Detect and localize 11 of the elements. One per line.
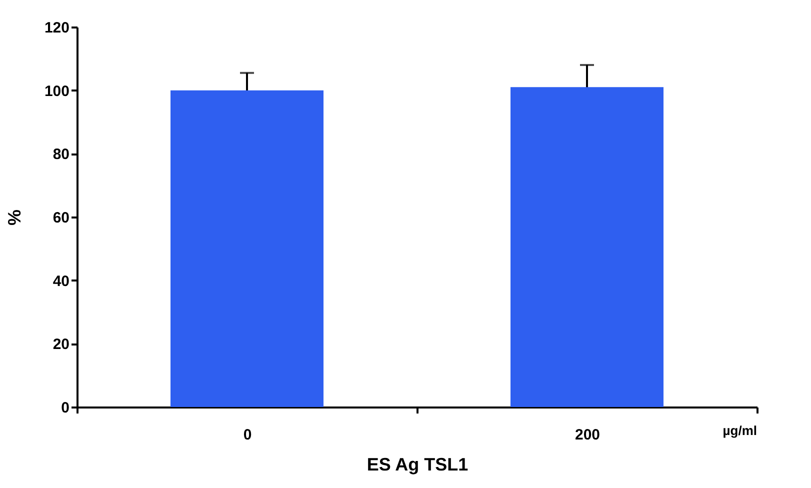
y-tick-label: 60	[52, 210, 70, 226]
y-tick-label: 20	[52, 336, 70, 354]
x-tick-label: 200	[574, 426, 600, 444]
text: µg/ml	[722, 423, 757, 438]
y-tick-label: 40	[52, 272, 70, 290]
y-tick-label: 0	[61, 400, 70, 416]
y-tick-label: 120	[44, 20, 70, 36]
x-axis-title: ES Ag TSL1	[366, 454, 468, 474]
y-tick-label: 80	[52, 146, 70, 164]
y-axis-title: %	[4, 209, 24, 226]
y-tick-label: 100	[44, 82, 70, 100]
